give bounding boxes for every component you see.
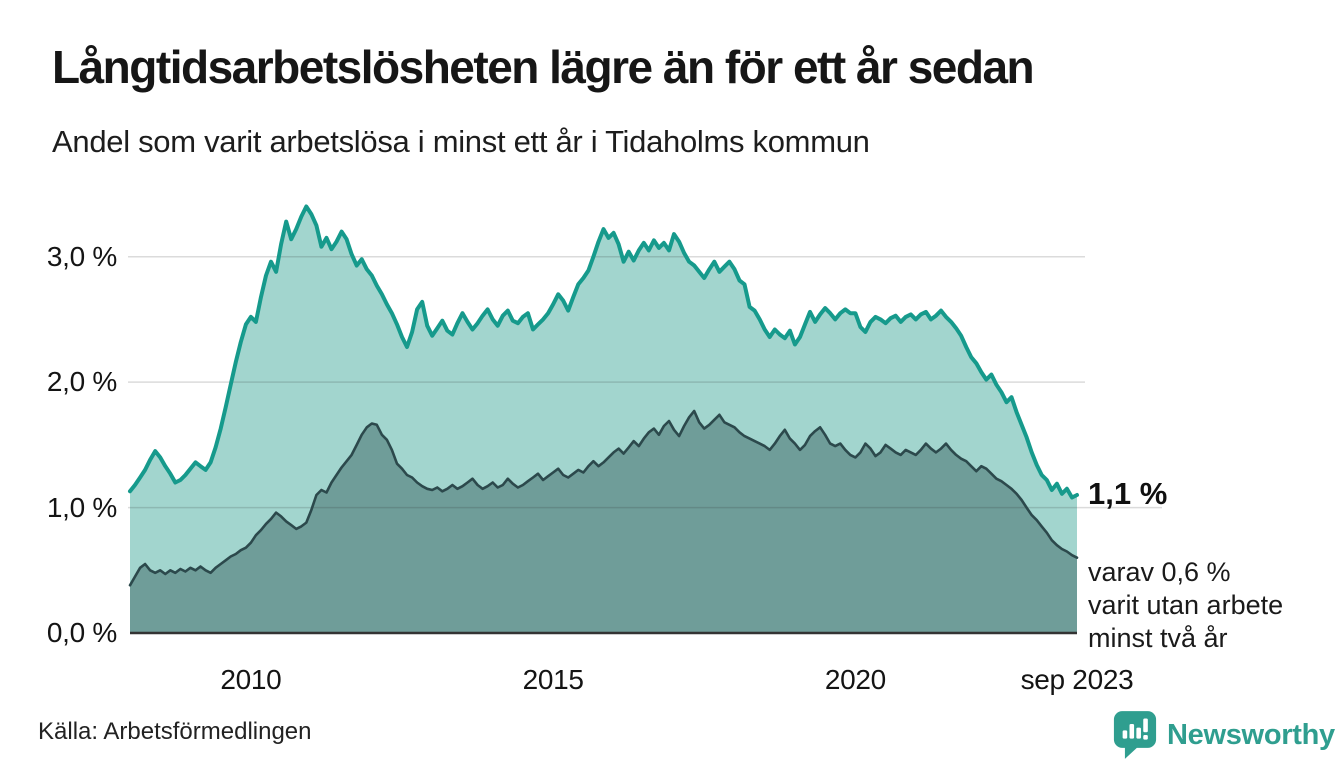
detail-annotation-line: varit utan arbete xyxy=(1088,590,1284,620)
brand-logo: Newsworthy xyxy=(1113,710,1335,760)
line-series-1 xyxy=(128,409,1079,587)
detail-annotation-line: varav 0,6 % xyxy=(1088,557,1231,587)
detail-annotation: varav 0,6 % varit utan arbete minst två … xyxy=(1088,556,1283,655)
area-series-1 xyxy=(130,411,1077,633)
newsworthy-bubble-icon xyxy=(1113,711,1157,759)
detail-annotation-line: minst två år xyxy=(1088,623,1228,653)
line-series-0 xyxy=(128,204,1079,500)
chart-subtitle: Andel som varit arbetslösa i minst ett å… xyxy=(52,124,870,159)
end-value-annotation: 1,1 % xyxy=(1088,476,1168,511)
page-title: Långtidsarbetslösheten lägre än för ett … xyxy=(52,41,1035,93)
brand-wordmark: Newsworthy xyxy=(1167,718,1335,751)
source-note: Källa: Arbetsförmedlingen xyxy=(38,718,312,745)
